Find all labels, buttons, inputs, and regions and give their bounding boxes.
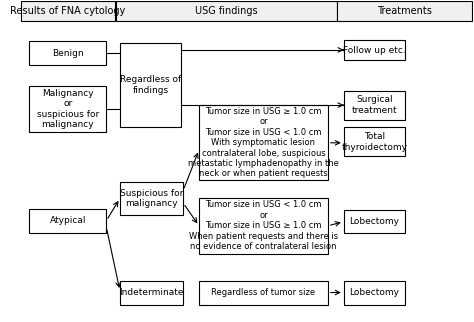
- Text: Benign: Benign: [52, 49, 84, 58]
- Text: Treatments: Treatments: [377, 6, 432, 16]
- Text: Total
thyroidectomy: Total thyroidectomy: [341, 132, 407, 152]
- FancyBboxPatch shape: [116, 1, 337, 21]
- Text: Tumor size in USG < 1.0 cm
or
Tumor size in USG ≥ 1.0 cm
When patient requests a: Tumor size in USG < 1.0 cm or Tumor size…: [189, 200, 338, 251]
- FancyBboxPatch shape: [29, 41, 106, 65]
- FancyBboxPatch shape: [344, 211, 405, 233]
- FancyBboxPatch shape: [344, 40, 405, 61]
- FancyBboxPatch shape: [29, 209, 106, 233]
- Text: Follow up etc.: Follow up etc.: [343, 46, 406, 54]
- Text: Tumor size in USG ≥ 1.0 cm
or
Tumor size in USG < 1.0 cm
With symptomatic lesion: Tumor size in USG ≥ 1.0 cm or Tumor size…: [188, 107, 339, 178]
- Text: Lobectomy: Lobectomy: [349, 288, 399, 297]
- FancyBboxPatch shape: [120, 182, 183, 215]
- Text: Surgical
treatment: Surgical treatment: [351, 95, 397, 115]
- FancyBboxPatch shape: [21, 1, 115, 21]
- FancyBboxPatch shape: [337, 1, 472, 21]
- Text: Lobectomy: Lobectomy: [349, 217, 399, 226]
- Text: Suspicious for
malignancy: Suspicious for malignancy: [120, 189, 183, 208]
- FancyBboxPatch shape: [344, 91, 405, 119]
- Text: Regardless of tumor size: Regardless of tumor size: [211, 288, 316, 297]
- FancyBboxPatch shape: [344, 128, 405, 156]
- FancyBboxPatch shape: [29, 86, 106, 132]
- Text: Malignancy
or
suspicious for
malignancy: Malignancy or suspicious for malignancy: [37, 89, 99, 129]
- Text: Atypical: Atypical: [50, 216, 86, 225]
- FancyBboxPatch shape: [199, 281, 328, 305]
- FancyBboxPatch shape: [199, 105, 328, 180]
- Text: Regardless of
findings: Regardless of findings: [120, 75, 181, 95]
- FancyBboxPatch shape: [199, 198, 328, 253]
- FancyBboxPatch shape: [344, 281, 405, 305]
- Text: USG findings: USG findings: [195, 6, 257, 16]
- Text: Results of FNA cytology: Results of FNA cytology: [10, 6, 126, 16]
- FancyBboxPatch shape: [120, 43, 181, 128]
- FancyBboxPatch shape: [120, 281, 183, 305]
- Text: Indeterminate: Indeterminate: [119, 288, 184, 297]
